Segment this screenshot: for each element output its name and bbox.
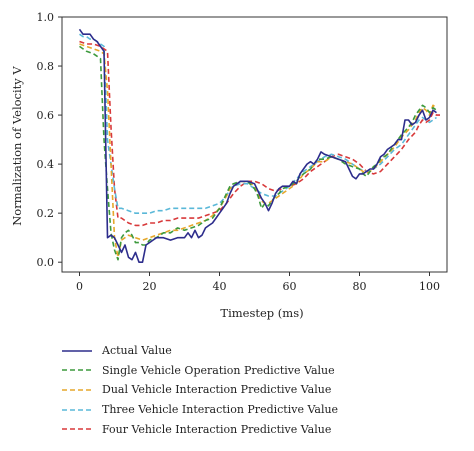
x-tick-label: 0: [76, 280, 83, 293]
y-tick-label: 0.4: [37, 158, 55, 171]
legend-label: Dual Vehicle Interaction Predictive Valu…: [102, 383, 332, 397]
series-lines: [78, 28, 440, 264]
x-tick-label: 20: [143, 280, 157, 293]
legend-swatch: [62, 369, 92, 372]
legend-swatch: [62, 428, 92, 430]
y-tick-label: 0.6: [37, 109, 55, 122]
legend-swatch: [62, 389, 92, 391]
x-tick-label: 60: [283, 280, 297, 293]
y-tick-label: 0.8: [37, 60, 55, 73]
legend: Actual Value Single Vehicle Operation Pre…: [62, 341, 462, 439]
y-axis-title: Normalization of Velocity V: [10, 66, 24, 226]
y-tick-label: 0.2: [37, 207, 55, 220]
x-tick-label: 40: [213, 280, 227, 293]
legend-label: Single Vehicle Operation Predictive Valu…: [102, 363, 335, 377]
series-line-3: [79, 33, 437, 214]
series-line-1: [79, 45, 437, 261]
legend-swatch: [62, 408, 92, 411]
series-line-0: [78, 28, 437, 264]
x-tick-label: 80: [353, 280, 367, 293]
plot-frame: [61, 16, 448, 273]
legend-item: Three Vehicle Interaction Predictive Val…: [62, 400, 462, 420]
y-tick-label: 0.0: [37, 256, 55, 269]
legend-item: Single Vehicle Operation Predictive Valu…: [62, 361, 462, 381]
legend-label: Actual Value: [102, 344, 172, 358]
legend-item: Actual Value: [62, 341, 462, 361]
y-axis: 0.0 0.2 0.4 0.6 0.8 1.0: [37, 11, 62, 269]
y-tick-label: 1.0: [37, 11, 55, 24]
legend-label: Three Vehicle Interaction Predictive Val…: [102, 403, 339, 417]
series-line-4: [79, 40, 440, 227]
x-axis-title: Timestep (ms): [220, 306, 303, 320]
legend-item: Four Vehicle Interaction Predictive Valu…: [62, 419, 462, 439]
legend-swatch: [62, 349, 92, 352]
legend-label: Four Vehicle Interaction Predictive Valu…: [102, 422, 332, 436]
series-line-2: [79, 43, 437, 259]
x-tick-label: 100: [419, 280, 440, 293]
legend-item: Dual Vehicle Interaction Predictive Valu…: [62, 380, 462, 400]
x-axis: 0 20 40 60 80 100: [76, 272, 440, 293]
